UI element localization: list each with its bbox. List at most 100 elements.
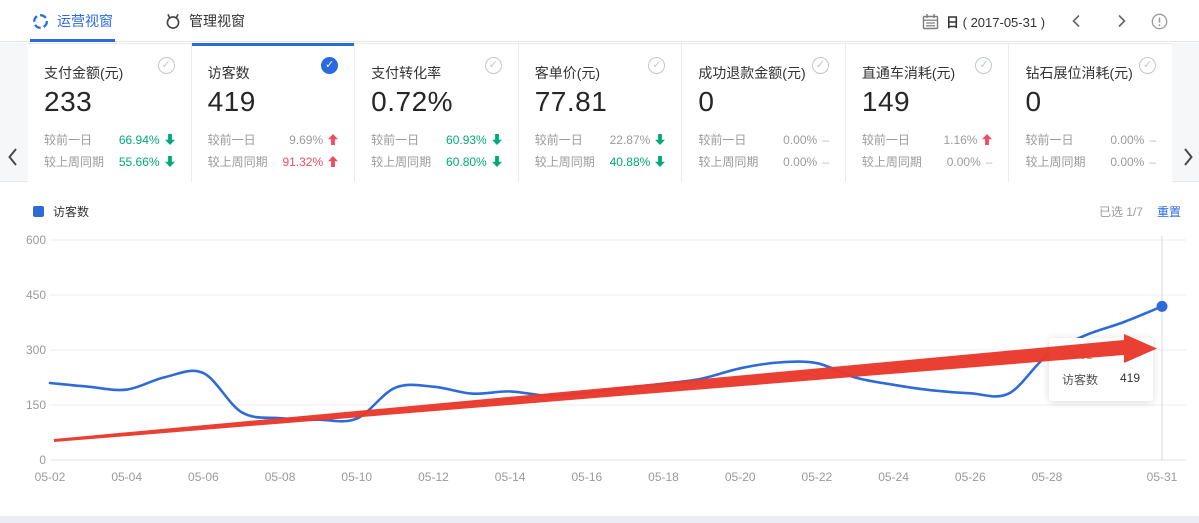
x-axis-label: 05-14 — [495, 470, 526, 484]
reset-button[interactable]: 重置 — [1156, 205, 1181, 219]
visitors-line-chart[interactable]: 0 150 300 450 600 05-02 05-04 05-06 05-08 05-10 05… — [0, 230, 1199, 523]
check-icon[interactable]: ✓ — [157, 57, 175, 74]
check-icon[interactable]: ✓ — [648, 57, 666, 74]
comparison-row: 较上周同期 0.00% – — [698, 153, 829, 170]
check-icon[interactable]: ✓ — [484, 57, 502, 74]
view-tabs: 运营视窗 管理视窗 — [30, 0, 247, 42]
tab-operations-view[interactable]: 运营视窗 — [30, 0, 115, 42]
trend-flat-icon: – — [822, 154, 829, 169]
comparison-row: 较上周同期 0.00% – — [1025, 153, 1156, 170]
comparison-value: 55.66% — [118, 154, 160, 169]
card-top-accent — [355, 43, 518, 46]
metric-card[interactable]: 成功退款金额(元) ✓ 0 较前一日 0.00% – 较上周同期 0.00% – — [682, 44, 846, 182]
check-icon[interactable]: ✓ — [811, 57, 829, 74]
metric-card[interactable]: 直通车消耗(元) ✓ 149 较前一日 1.16% 较上周同期 0.00% – — [845, 43, 1010, 182]
comparison-value: 0.00% — [783, 132, 818, 147]
metric-title: 钻石展位消耗(元) — [1025, 65, 1133, 81]
card-top-accent — [846, 43, 1009, 46]
chart-canvas[interactable]: 0 150 300 450 600 05-02 05-04 05-06 05-08 05-10 05… — [0, 230, 1199, 523]
metric-value: 149 — [861, 86, 911, 117]
tooltip-value: 419 — [1119, 371, 1140, 385]
x-axis-label: 05-02 — [35, 470, 66, 484]
metric-card[interactable]: 支付金额(元) ✓ 233 较前一日 66.94% 较上周同期 55.66% — [28, 44, 192, 182]
legend-controls: 已选 1/7 重置 — [1099, 203, 1181, 220]
management-view-icon — [166, 13, 180, 29]
y-axis-label: 450 — [26, 288, 46, 302]
card-rows: 较前一日 0.00% – 较上周同期 0.00% – — [1025, 131, 1156, 170]
card-head: 支付转化率 ✓ — [371, 57, 502, 83]
metric-card[interactable]: 钻石展位消耗(元) ✓ 0 较前一日 0.00% – 较上周同期 0.00% – — [1009, 44, 1173, 182]
cards-scroll-right-button[interactable] — [1183, 147, 1194, 172]
comparison-row: 较前一日 1.16% — [862, 131, 993, 148]
metric-cards-strip: 支付金额(元) ✓ 233 较前一日 66.94% 较上周同期 55.66% 访客数 ✓ 419 较… — [0, 43, 1199, 182]
prev-date-button[interactable] — [1071, 14, 1081, 28]
metric-card[interactable]: 支付转化率 ✓ 0.72% 较前一日 60.93% 较上周同期 60.80% — [355, 44, 519, 182]
card-top-accent — [519, 43, 682, 46]
chevron-left-icon — [1072, 14, 1080, 28]
y-axis-label: 150 — [26, 398, 46, 412]
x-axis-label: 05-04 — [111, 470, 142, 484]
comparison-value: 0.00% — [1110, 154, 1145, 169]
comparison-row: 较前一日 60.93% — [371, 131, 502, 148]
date-range-text: 日 ( 2017-05-31 ) — [946, 14, 1046, 30]
card-top-accent — [28, 43, 191, 46]
metric-title: 直通车消耗(元) — [861, 65, 956, 81]
card-head: 直通车消耗(元) ✓ — [862, 57, 993, 83]
comparison-label: 较上周同期 — [861, 155, 922, 169]
metric-value: 233 — [44, 86, 93, 117]
metric-value: 0 — [698, 86, 715, 117]
calendar-icon — [922, 13, 939, 29]
comparison-row: 较前一日 0.00% – — [698, 131, 829, 148]
comparison-label: 较前一日 — [1025, 133, 1074, 147]
metric-title: 客单价(元) — [534, 65, 601, 81]
comparison-label: 较前一日 — [207, 133, 256, 147]
next-date-button[interactable] — [1117, 14, 1127, 28]
trend-flat-icon: – — [985, 154, 993, 169]
info-button[interactable] — [1151, 13, 1168, 30]
comparison-row: 较上周同期 40.88% — [535, 153, 666, 170]
comparison-value: 60.80% — [446, 154, 487, 169]
metric-value: 77.81 — [534, 86, 608, 117]
comparison-label: 较前一日 — [698, 133, 747, 147]
trend-down-icon — [164, 134, 175, 145]
tooltip-date: 05-31 — [1062, 348, 1093, 362]
metric-value: 0.72% — [371, 86, 454, 117]
selected-count: 已选 1/7 — [1098, 205, 1143, 219]
x-axis-label: 05-31 — [1147, 470, 1178, 484]
bottom-strip — [0, 516, 1199, 523]
tab-management-view[interactable]: 管理视窗 — [163, 0, 247, 42]
comparison-value: 60.93% — [446, 132, 487, 147]
chart-tooltip: 05-31 访客数 419 — [1049, 338, 1153, 401]
comparison-row: 较上周同期 91.32% — [208, 153, 339, 170]
x-axis-label: 05-12 — [418, 470, 449, 484]
card-head: 支付金额(元) ✓ — [44, 57, 175, 83]
chart-legend: 访客数 — [33, 203, 89, 220]
metric-cards: 支付金额(元) ✓ 233 较前一日 66.94% 较上周同期 55.66% 访客数 ✓ 419 较… — [28, 43, 1173, 182]
comparison-label: 较上周同期 — [1025, 155, 1086, 169]
x-axis-label: 05-18 — [648, 470, 679, 484]
comparison-label: 较上周同期 — [534, 155, 595, 169]
date-picker[interactable]: 日 ( 2017-05-31 ) — [922, 12, 1045, 31]
chart-legend-row: 访客数 已选 1/7 重置 — [0, 196, 1199, 226]
card-rows: 较前一日 9.69% 较上周同期 91.32% — [208, 131, 339, 170]
comparison-label: 较前一日 — [44, 133, 93, 147]
comparison-row: 较前一日 22.87% — [535, 131, 666, 148]
x-axis-label: 05-26 — [955, 470, 986, 484]
metric-title: 成功退款金额(元) — [698, 65, 806, 81]
card-head: 客单价(元) ✓ — [535, 57, 666, 83]
comparison-row: 较上周同期 55.66% — [44, 153, 175, 170]
check-icon[interactable]: ✓ — [975, 57, 993, 74]
comparison-value: 91.32% — [282, 154, 324, 169]
comparison-row: 较前一日 0.00% – — [1025, 131, 1156, 148]
trend-flat-icon: – — [1149, 154, 1157, 169]
check-icon[interactable]: ✓ — [321, 57, 339, 74]
info-circle-icon — [1151, 13, 1168, 29]
comparison-value: 0.00% — [946, 154, 981, 169]
y-axis-label: 600 — [26, 233, 46, 247]
top-header: 运营视窗 管理视窗 — [0, 0, 1199, 42]
cards-scroll-left-button[interactable] — [7, 147, 18, 172]
metric-card[interactable]: 访客数 ✓ 419 较前一日 9.69% 较上周同期 91.32% — [191, 43, 356, 182]
metric-card[interactable]: 客单价(元) ✓ 77.81 较前一日 22.87% 较上周同期 40.88% — [518, 43, 683, 182]
check-icon[interactable]: ✓ — [1139, 57, 1157, 74]
comparison-label: 较上周同期 — [44, 155, 105, 169]
